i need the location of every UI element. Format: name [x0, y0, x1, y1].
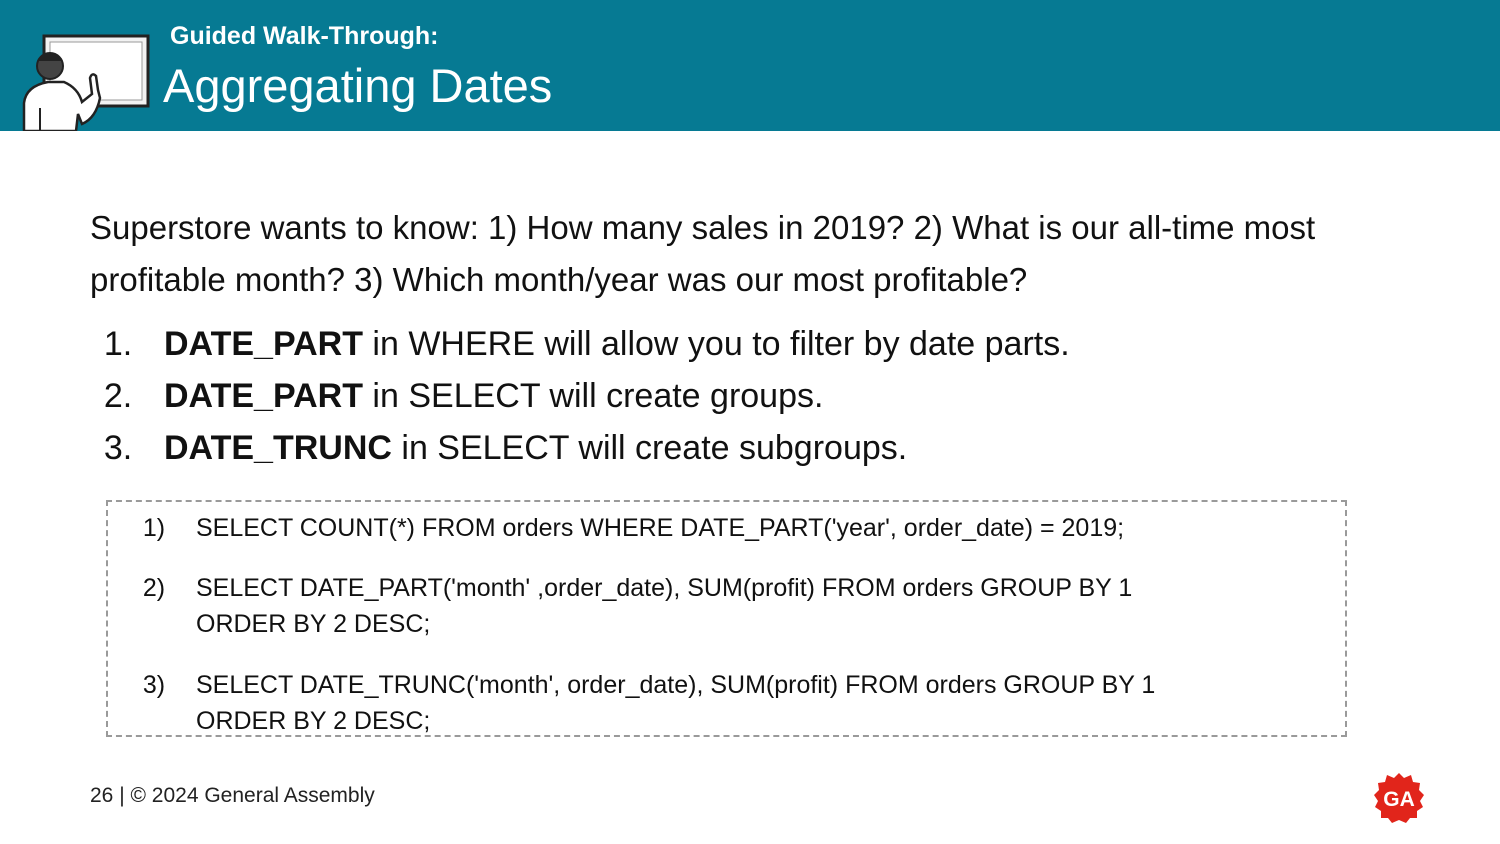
intro-paragraph: Superstore wants to know: 1) How many sa…	[90, 209, 1316, 298]
step-number: 2.	[103, 377, 133, 415]
step-number: 3.	[103, 429, 133, 467]
page-title: Aggregating Dates	[163, 59, 553, 112]
step-keyword: DATE_PART	[164, 377, 363, 415]
sql-line: ORDER BY 2 DESC;	[196, 707, 431, 735]
slide-header: Guided Walk-Through: Aggregating Dates	[0, 0, 1500, 131]
list-item: 2. DATE_PART in SELECT will create group…	[90, 370, 1410, 422]
presenter-whiteboard-icon	[22, 34, 150, 131]
list-item: 1. DATE_PART in WHERE will allow you to …	[90, 318, 1410, 370]
code-number: 2)	[142, 574, 166, 602]
sql-line: SELECT COUNT(*) FROM orders WHERE DATE_P…	[196, 514, 1125, 542]
sql-line: SELECT DATE_TRUNC('month', order_date), …	[196, 671, 1156, 699]
steps-list: 1. DATE_PART in WHERE will allow you to …	[90, 318, 1410, 474]
sql-query: SELECT COUNT(*) FROM orders WHERE DATE_P…	[196, 510, 1316, 546]
general-assembly-logo: GA	[1374, 773, 1424, 823]
step-keyword: DATE_PART	[164, 325, 363, 363]
step-keyword: DATE_TRUNC	[164, 429, 392, 467]
step-description: in WHERE will allow you to filter by dat…	[362, 325, 1070, 363]
header-subtitle: Guided Walk-Through:	[170, 22, 439, 50]
sql-code-box: 1) SELECT COUNT(*) FROM orders WHERE DAT…	[106, 500, 1347, 737]
copyright-text: © 2024 General Assembly	[130, 784, 375, 807]
code-number: 3)	[142, 671, 166, 699]
sql-line: SELECT DATE_PART('month' ,order_date), S…	[196, 574, 1133, 602]
logo-text: GA	[1383, 788, 1415, 811]
list-item: 3. DATE_TRUNC in SELECT will create subg…	[90, 422, 1410, 474]
step-number: 1.	[103, 325, 133, 363]
sql-query: SELECT DATE_PART('month' ,order_date), S…	[196, 570, 1316, 642]
step-description: in SELECT will create subgroups.	[391, 429, 908, 467]
sql-line: ORDER BY 2 DESC;	[196, 610, 431, 638]
footer-separator: |	[113, 784, 131, 807]
slide-footer: 26 | © 2024 General Assembly	[90, 784, 375, 808]
step-text: DATE_TRUNC in SELECT will create subgrou…	[164, 422, 907, 474]
code-number: 1)	[142, 514, 166, 542]
step-description: in SELECT will create groups.	[362, 377, 824, 415]
sql-query: SELECT DATE_TRUNC('month', order_date), …	[196, 667, 1316, 739]
step-text: DATE_PART in WHERE will allow you to fil…	[164, 318, 1070, 370]
page-number: 26	[90, 784, 114, 807]
step-text: DATE_PART in SELECT will create groups.	[164, 370, 823, 422]
